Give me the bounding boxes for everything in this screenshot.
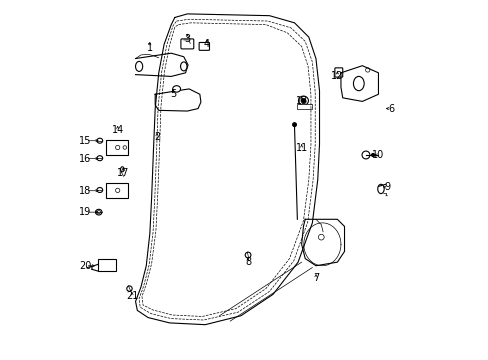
Ellipse shape [298, 96, 308, 105]
Text: 9: 9 [384, 182, 389, 192]
Text: 14: 14 [111, 125, 123, 135]
Ellipse shape [115, 188, 120, 193]
Ellipse shape [244, 252, 250, 258]
FancyBboxPatch shape [181, 39, 193, 49]
Text: 18: 18 [79, 186, 91, 196]
Text: 11: 11 [295, 143, 307, 153]
Ellipse shape [121, 167, 124, 172]
Ellipse shape [135, 62, 142, 71]
Text: 7: 7 [312, 273, 318, 283]
Text: 4: 4 [203, 39, 210, 49]
Ellipse shape [361, 151, 369, 159]
FancyBboxPatch shape [334, 68, 342, 77]
Ellipse shape [126, 286, 132, 291]
Ellipse shape [97, 138, 102, 143]
Ellipse shape [97, 188, 102, 193]
Text: 2: 2 [154, 132, 160, 142]
Text: 3: 3 [184, 34, 190, 44]
FancyBboxPatch shape [199, 42, 209, 50]
Ellipse shape [377, 184, 384, 194]
Text: 13: 13 [295, 96, 307, 107]
Text: 15: 15 [79, 136, 92, 146]
FancyBboxPatch shape [98, 259, 115, 271]
Text: 17: 17 [117, 168, 129, 178]
Ellipse shape [353, 76, 364, 91]
Ellipse shape [123, 146, 126, 149]
Ellipse shape [318, 234, 324, 240]
FancyBboxPatch shape [105, 140, 127, 156]
Ellipse shape [371, 154, 374, 157]
Text: 1: 1 [146, 43, 153, 53]
Ellipse shape [97, 211, 101, 214]
Text: 21: 21 [125, 291, 138, 301]
Text: 8: 8 [244, 257, 251, 267]
Ellipse shape [115, 145, 120, 150]
Text: 16: 16 [79, 154, 91, 163]
Ellipse shape [300, 98, 305, 103]
Ellipse shape [95, 209, 102, 215]
Ellipse shape [97, 156, 102, 161]
Text: 5: 5 [170, 89, 176, 99]
Text: 19: 19 [79, 207, 91, 217]
FancyBboxPatch shape [296, 104, 311, 109]
Ellipse shape [180, 62, 186, 71]
Ellipse shape [365, 68, 369, 72]
Text: 20: 20 [79, 261, 92, 271]
Text: 10: 10 [371, 150, 384, 160]
Text: 12: 12 [330, 71, 343, 81]
FancyBboxPatch shape [105, 183, 127, 198]
Ellipse shape [172, 86, 180, 92]
Ellipse shape [292, 123, 296, 126]
Text: 6: 6 [387, 104, 393, 113]
